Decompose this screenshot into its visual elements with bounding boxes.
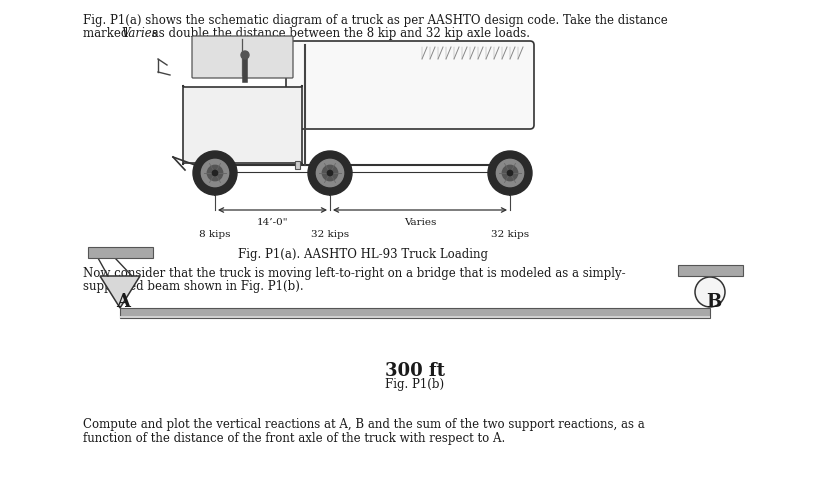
Bar xyxy=(120,308,710,318)
Circle shape xyxy=(695,277,725,307)
Circle shape xyxy=(488,151,532,195)
Circle shape xyxy=(201,159,229,187)
Text: supported beam shown in Fig. P1(b).: supported beam shown in Fig. P1(b). xyxy=(83,280,304,293)
Text: function of the distance of the front axle of the truck with respect to A.: function of the distance of the front ax… xyxy=(83,432,505,445)
Circle shape xyxy=(308,151,352,195)
Circle shape xyxy=(208,165,223,181)
Circle shape xyxy=(241,51,249,59)
Circle shape xyxy=(497,159,523,187)
Bar xyxy=(295,161,300,169)
Text: Fig. P1(a) shows the schematic diagram of a truck as per AASHTO design code. Tak: Fig. P1(a) shows the schematic diagram o… xyxy=(83,14,667,27)
Circle shape xyxy=(502,165,518,181)
FancyBboxPatch shape xyxy=(192,36,293,78)
Bar xyxy=(120,316,710,318)
Circle shape xyxy=(327,170,333,176)
Bar xyxy=(88,247,153,258)
Bar xyxy=(678,265,743,276)
Circle shape xyxy=(507,170,513,176)
Text: 8 kips: 8 kips xyxy=(199,230,230,239)
Text: Now consider that the truck is moving left-to-right on a bridge that is modeled : Now consider that the truck is moving le… xyxy=(83,267,626,280)
Text: A: A xyxy=(116,293,130,311)
Text: Varies: Varies xyxy=(404,218,436,227)
Text: 14’-0": 14’-0" xyxy=(256,218,288,227)
FancyBboxPatch shape xyxy=(286,41,534,129)
Text: Fig. P1(a). AASHTO HL-93 Truck Loading: Fig. P1(a). AASHTO HL-93 Truck Loading xyxy=(238,248,488,261)
Text: 32 kips: 32 kips xyxy=(491,230,529,239)
FancyBboxPatch shape xyxy=(183,85,302,165)
Circle shape xyxy=(322,165,338,181)
Text: Varies: Varies xyxy=(121,27,158,40)
Polygon shape xyxy=(100,276,140,308)
Text: Fig. P1(b): Fig. P1(b) xyxy=(386,378,444,391)
Text: as double the distance between the 8 kip and 32 kip axle loads.: as double the distance between the 8 kip… xyxy=(148,27,530,40)
Circle shape xyxy=(212,170,217,176)
Text: 300 ft: 300 ft xyxy=(385,362,445,380)
Circle shape xyxy=(317,159,344,187)
Text: Compute and plot the vertical reactions at A, B and the sum of the two support r: Compute and plot the vertical reactions … xyxy=(83,418,645,431)
Text: 32 kips: 32 kips xyxy=(311,230,349,239)
Text: marked: marked xyxy=(83,27,132,40)
Text: B: B xyxy=(707,293,722,311)
Circle shape xyxy=(193,151,237,195)
